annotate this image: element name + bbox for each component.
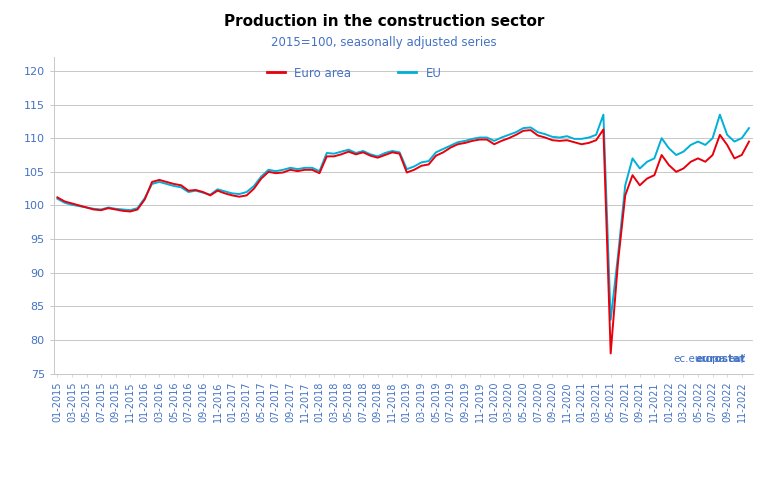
Text: 2015=100, seasonally adjusted series: 2015=100, seasonally adjusted series	[271, 36, 497, 49]
Legend: Euro area, EU: Euro area, EU	[267, 67, 442, 80]
Text: ec.europa.eu/: ec.europa.eu/	[673, 354, 745, 364]
Text: eurostat: eurostat	[696, 354, 746, 364]
Text: Production in the construction sector: Production in the construction sector	[223, 14, 545, 29]
